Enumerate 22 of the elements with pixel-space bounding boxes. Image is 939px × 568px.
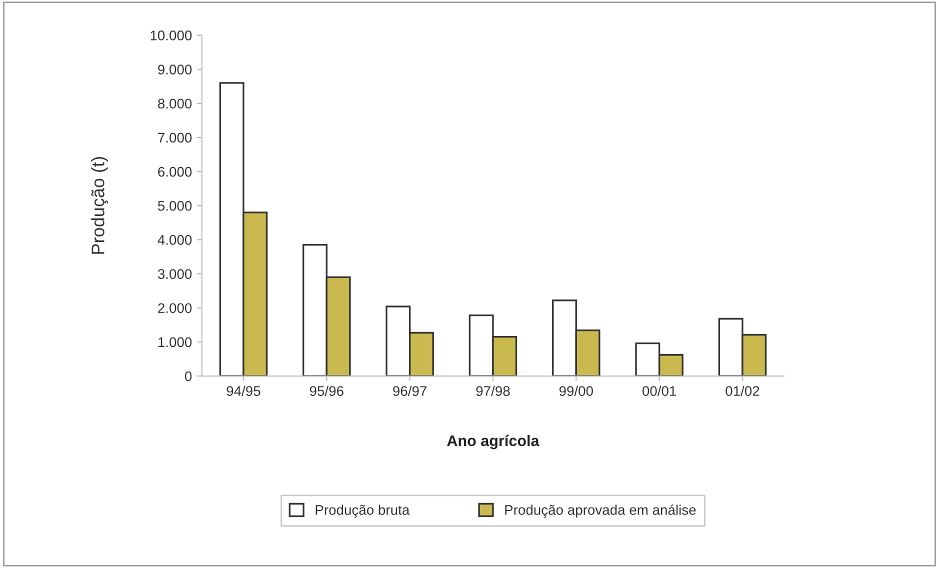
y-tick-label: 2.000 xyxy=(158,303,192,314)
y-tick-label: 8.000 xyxy=(158,98,192,109)
x-tick-label: 00/01 xyxy=(642,386,676,396)
x-tick-label: 01/02 xyxy=(726,386,760,396)
y-tick-label: 4.000 xyxy=(158,235,192,245)
legend-label: Produção bruta xyxy=(316,504,410,518)
y-tick-label: 6.000 xyxy=(158,166,192,177)
y-tick-label: 5.000 xyxy=(158,200,192,211)
y-tick-label: 10.000 xyxy=(150,30,192,40)
y-tick-label: 1.000 xyxy=(158,337,192,348)
y-axis-title: Produção (t) xyxy=(91,157,108,254)
x-tick-label: 96/97 xyxy=(393,386,426,396)
y-tick-label: 7.000 xyxy=(158,132,192,143)
y-tick-label: 0 xyxy=(184,371,192,382)
x-tick-label: 99/00 xyxy=(559,386,593,396)
x-axis-title: Ano agrícola xyxy=(447,434,540,450)
y-tick-label: 3.000 xyxy=(158,269,192,279)
y-tick-label: 9.000 xyxy=(158,64,192,74)
x-tick-label: 95/96 xyxy=(310,386,344,396)
legend-label: Produção aprovada em análise xyxy=(505,504,696,518)
x-tick-label: 97/98 xyxy=(476,386,510,396)
x-tick-label: 94/95 xyxy=(226,386,260,396)
